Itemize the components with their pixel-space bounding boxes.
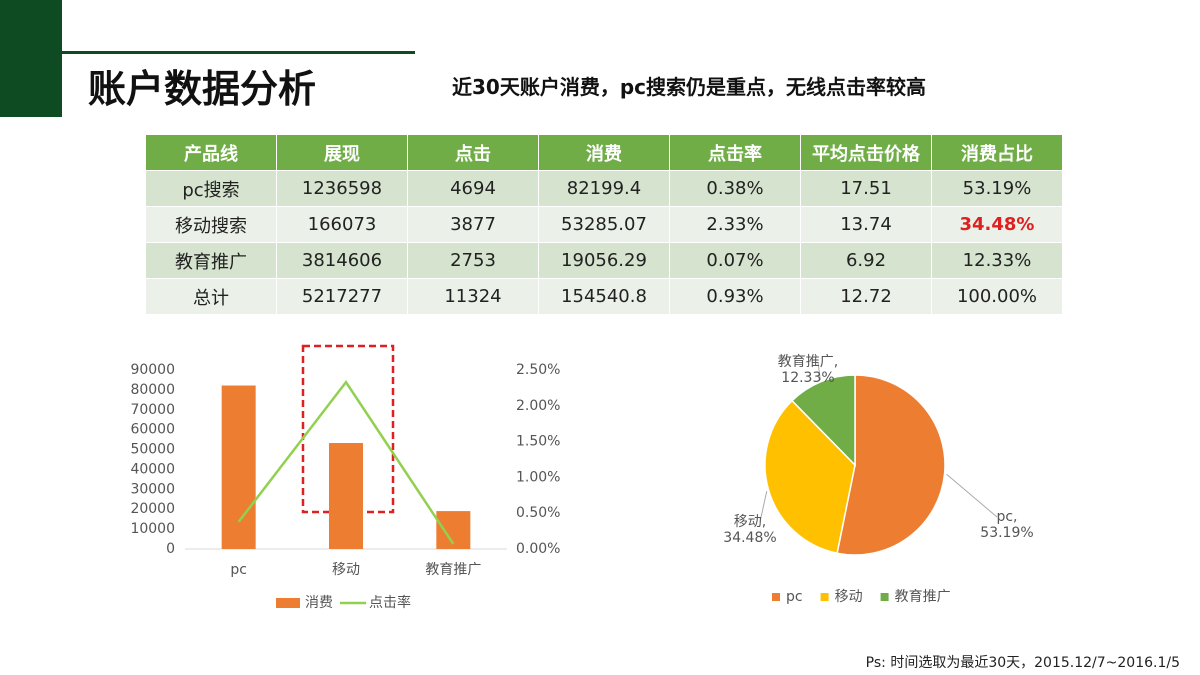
y2-tick-label: 0.00% <box>516 541 560 557</box>
y2-tick-label: 1.00% <box>516 469 560 485</box>
table-cell: 13.74 <box>801 207 931 242</box>
leader-line <box>759 490 768 523</box>
y-tick-label: 70000 <box>130 402 175 418</box>
subtitle: 近30天账户消费，pc搜索仍是重点，无线点击率较高 <box>452 75 927 99</box>
table-cell: 3877 <box>408 207 538 242</box>
table-cell: 3814606 <box>277 243 407 278</box>
table-cell: 移动搜索 <box>146 207 276 242</box>
legend-label: 点击率 <box>369 594 411 611</box>
y2-tick-label: 2.50% <box>516 362 560 378</box>
table-cell: 17.51 <box>801 171 931 206</box>
column-header: 点击 <box>408 135 538 170</box>
legend-label: 移动 <box>835 589 863 605</box>
column-header: 产品线 <box>146 135 276 170</box>
column-header: 展现 <box>277 135 407 170</box>
table-cell: 34.48% <box>932 207 1062 242</box>
table-cell: 12.33% <box>932 243 1062 278</box>
table-cell: 2753 <box>408 243 538 278</box>
table-cell: 19056.29 <box>539 243 669 278</box>
legend-swatch <box>820 593 829 601</box>
leader-line <box>946 473 998 518</box>
line <box>237 380 455 545</box>
column-header: 消费 <box>539 135 669 170</box>
x-tick-label: 教育推广 <box>425 562 481 578</box>
table-row: 总计 5217277 11324 154540.8 0.93% 12.72 100.00% <box>146 279 1062 314</box>
column-header: 消费占比 <box>932 135 1062 170</box>
table-cell: 12.72 <box>801 279 931 314</box>
table-row: 教育推广 3814606 2753 19056.29 0.07% 6.92 12.33% <box>146 243 1062 278</box>
legend-label: 教育推广 <box>895 589 951 605</box>
y2-tick-label: 2.00% <box>516 398 560 414</box>
legend-label: 消费 <box>305 595 333 611</box>
label-value: 34.48% <box>723 530 776 546</box>
pie-slice <box>764 399 856 555</box>
table-cell: 教育推广 <box>146 243 276 278</box>
corner-block <box>0 0 62 117</box>
table-cell: 53285.07 <box>539 207 669 242</box>
label-category: pc, <box>996 509 1017 525</box>
y2-tick-label: 1.50% <box>516 434 560 450</box>
y-tick-label: 20000 <box>130 501 175 517</box>
legend-swatch <box>880 593 889 601</box>
table-cell: 0.38% <box>670 171 800 206</box>
data-table: 产品线 展现 点击 消费 点击率 平均点击价格 消费占比 pc搜索 1236598 4694 821… <box>145 134 1063 315</box>
column-header: 点击率 <box>670 135 800 170</box>
y-tick-label: 80000 <box>130 382 175 398</box>
table-cell: 总计 <box>146 279 276 314</box>
bar <box>221 385 256 549</box>
y-tick-label: 90000 <box>130 362 175 378</box>
data-label: pc, 53.19% <box>980 509 1033 541</box>
table-cell: 0.07% <box>670 243 800 278</box>
table-cell: 4694 <box>408 171 538 206</box>
y-tick-label: 30000 <box>130 481 175 497</box>
y-tick-label: 60000 <box>130 422 175 438</box>
y-tick-label: 10000 <box>130 521 175 537</box>
y2-tick-label: 0.50% <box>516 505 560 521</box>
column-header: 平均点击价格 <box>801 135 931 170</box>
footnote: Ps: 时间选取为最近30天，2015.12/7~2016.1/5 <box>865 655 1180 671</box>
y-tick-label: 40000 <box>130 461 175 477</box>
table-cell: 5217277 <box>277 279 407 314</box>
pie-slice <box>790 374 856 467</box>
table-cell: 100.00% <box>932 279 1062 314</box>
table-cell: 2.33% <box>670 207 800 242</box>
data-label: 教育推广, 12.33% <box>778 354 838 386</box>
bar <box>329 443 363 549</box>
y-tick-label: 0 <box>166 541 175 557</box>
legend-swatch <box>276 598 300 608</box>
title: 账户数据分析 <box>88 67 317 111</box>
table-cell: 11324 <box>408 279 538 314</box>
table-row: 移动搜索 166073 3877 53285.07 2.33% 13.74 34.48% <box>146 207 1062 242</box>
pie-slice <box>836 374 946 556</box>
label-category: 移动, <box>734 514 766 530</box>
table-cell: 82199.4 <box>539 171 669 206</box>
label-category: 教育推广, <box>778 354 838 370</box>
header-row: 产品线 展现 点击 消费 点击率 平均点击价格 消费占比 <box>146 135 1062 170</box>
table-cell: 6.92 <box>801 243 931 278</box>
label-value: 12.33% <box>781 370 834 386</box>
data-label: 移动, 34.48% <box>723 514 776 546</box>
table-cell: 166073 <box>277 207 407 242</box>
y-tick-label: 50000 <box>130 442 175 458</box>
table-cell: pc搜索 <box>146 171 276 206</box>
leader-line <box>817 361 821 380</box>
table-cell: 0.93% <box>670 279 800 314</box>
table-cell: 154540.8 <box>539 279 669 314</box>
label-value: 53.19% <box>980 525 1033 541</box>
legend-label: pc <box>786 589 803 605</box>
x-tick-label: 移动 <box>332 562 360 578</box>
legend-swatch <box>772 593 780 601</box>
title-rule <box>62 51 415 54</box>
table-row: pc搜索 1236598 4694 82199.4 0.38% 17.51 53.19% <box>146 171 1062 206</box>
table-cell: 53.19% <box>932 171 1062 206</box>
x-tick-label: pc <box>230 562 247 578</box>
table-cell: 1236598 <box>277 171 407 206</box>
